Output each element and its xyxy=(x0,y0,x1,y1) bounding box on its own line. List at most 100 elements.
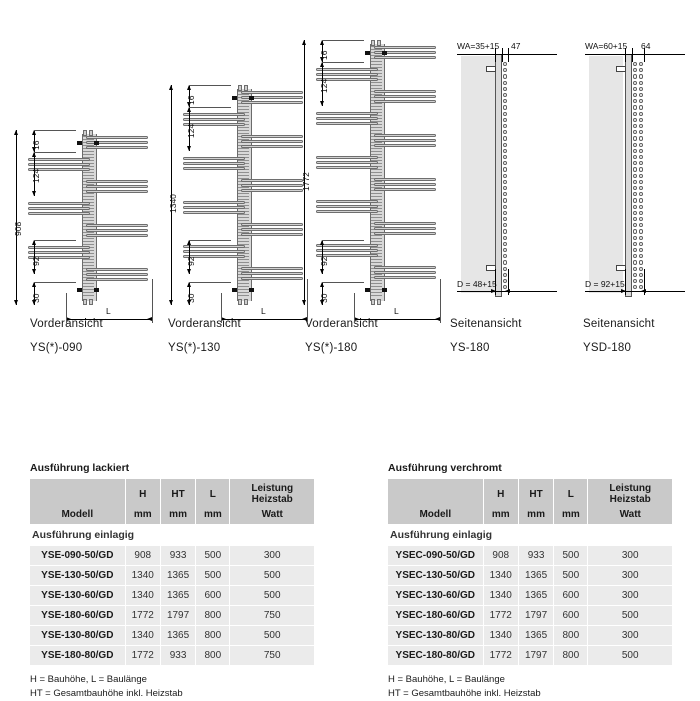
dim-arrow-left xyxy=(505,289,510,293)
manifold-rung xyxy=(237,289,249,290)
dim-ext xyxy=(354,293,355,323)
dim-leader xyxy=(189,240,231,241)
manifold-rung xyxy=(82,277,94,278)
connector-stub xyxy=(377,40,381,46)
dim-label-depth-top: 64 xyxy=(641,41,651,51)
heating-tube xyxy=(86,224,148,228)
table-row: YSE-130-60/GD 1340 1365 600 500 xyxy=(30,585,315,606)
dim-arrow-down xyxy=(320,300,324,305)
dim-arrow-up xyxy=(302,40,306,45)
th-unit-l-0: mm xyxy=(195,507,231,524)
manifold-rung xyxy=(370,142,382,143)
cell-model: YSE-180-60/GD xyxy=(30,605,126,626)
heating-tube xyxy=(86,234,148,238)
dim-tick xyxy=(644,48,645,62)
manifold-rung xyxy=(82,250,94,251)
cell-model: YSEC-180-60/GD xyxy=(388,605,484,626)
manifold-rung xyxy=(370,247,382,248)
dim-label-length: L xyxy=(261,306,266,316)
cell-h: 1340 xyxy=(125,565,161,586)
manifold-rung xyxy=(370,133,382,134)
heating-tube xyxy=(86,190,148,194)
heating-tube xyxy=(241,179,303,183)
tube-end-dot xyxy=(503,204,508,209)
valve-block xyxy=(382,51,387,55)
tube-end-dot xyxy=(633,186,638,191)
cell-watt: 500 xyxy=(587,645,673,666)
group-label-0: Ausführung einlagig xyxy=(30,524,315,546)
manifold-rung xyxy=(370,82,382,83)
tube-end-dot xyxy=(633,235,638,240)
cell-l: 500 xyxy=(553,565,589,586)
cell-h: 1772 xyxy=(125,645,161,666)
manifold-rung xyxy=(237,232,249,233)
table-row: YSEC-130-60/GD 1340 1365 600 300 xyxy=(388,585,673,606)
dim-arrow-down xyxy=(320,269,324,274)
dim-arrow-up xyxy=(187,240,191,245)
dim-label-small: 124 xyxy=(31,168,41,183)
tube-end-dot xyxy=(639,167,644,172)
dim-leader xyxy=(34,152,76,153)
dim-arrow-up xyxy=(14,130,18,135)
manifold-rung xyxy=(237,280,249,281)
tube-end-dot xyxy=(503,285,508,290)
tube-end-dot xyxy=(503,155,508,160)
manifold-rung xyxy=(370,214,382,215)
manifold-rung xyxy=(370,67,382,68)
dim-label-small: 30 xyxy=(31,293,41,303)
tube-end-dot xyxy=(639,248,644,253)
heating-tube xyxy=(183,123,245,127)
tube-end-dot xyxy=(639,62,644,67)
cell-l: 500 xyxy=(553,545,589,566)
dim-arrow-up xyxy=(32,282,36,287)
tube-end-dot xyxy=(639,204,644,209)
manifold-rung xyxy=(370,103,382,104)
dim-arrow-up xyxy=(320,240,324,245)
manifold-rung xyxy=(82,199,94,200)
table-row: YSE-090-50/GD 908 933 500 300 xyxy=(30,545,315,566)
heating-tube xyxy=(183,255,245,259)
manifold-rung xyxy=(82,211,94,212)
table-row: YSE-130-80/GD 1340 1365 800 500 xyxy=(30,625,315,646)
tube-end-dot xyxy=(633,68,638,73)
th-blank-1 xyxy=(388,479,484,507)
manifold-rung xyxy=(237,217,249,218)
dim-arrow-up xyxy=(320,282,324,287)
manifold-rung xyxy=(370,130,382,131)
dim-label-length: L xyxy=(394,306,399,316)
table-title-verchromt: Ausführung verchromt xyxy=(388,462,502,474)
tube-end-dot xyxy=(639,266,644,271)
tube-end-dot xyxy=(503,93,508,98)
tube-end-dot xyxy=(639,105,644,110)
tube-end-dot xyxy=(503,248,508,253)
manifold-rung xyxy=(82,196,94,197)
radiator-body-130 xyxy=(183,85,335,305)
dim-tick xyxy=(502,48,503,62)
heating-tube xyxy=(183,113,245,117)
valve-block xyxy=(249,288,254,292)
tube-end-dot xyxy=(503,235,508,240)
tube-end-dot xyxy=(639,86,644,91)
heating-tube xyxy=(374,227,436,231)
heating-tube xyxy=(374,134,436,138)
dim-tick xyxy=(495,48,496,62)
heating-tube xyxy=(86,180,148,184)
caption-model-side-ysd: YSD-180 xyxy=(583,342,632,354)
radiator-profile xyxy=(495,54,502,297)
dim-arrow-down xyxy=(320,57,324,62)
valve-block xyxy=(382,288,387,292)
manifold-rung xyxy=(370,274,382,275)
manifold-rung xyxy=(237,295,249,296)
tube-end-dot xyxy=(639,155,644,160)
dim-arrow-right xyxy=(491,289,496,293)
heating-tube xyxy=(241,184,303,188)
heating-tube xyxy=(183,118,245,122)
heating-tube xyxy=(316,122,378,126)
cell-watt: 300 xyxy=(587,625,673,646)
dim-line-small xyxy=(34,282,35,305)
heating-tube xyxy=(374,144,436,148)
manifold-rung xyxy=(82,175,94,176)
heating-tube xyxy=(316,68,378,72)
tube-end-dot xyxy=(639,136,644,141)
dim-tick xyxy=(508,269,509,295)
